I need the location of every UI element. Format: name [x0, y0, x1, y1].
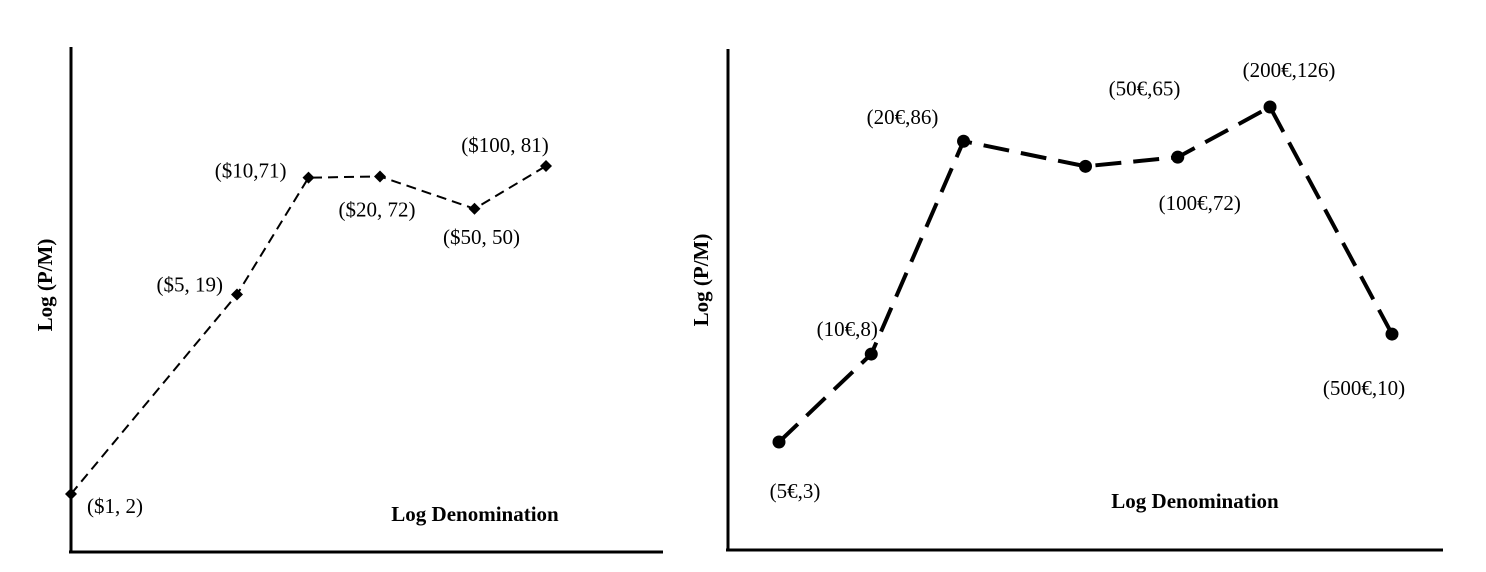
series-line-left — [70, 165, 547, 495]
y-axis-title-right: Log (P/M) — [689, 234, 713, 327]
chart-right: Log Denomination Log (P/M) (5€,3) (10€,8)… — [689, 49, 1443, 552]
data-point-marker — [1263, 100, 1277, 114]
data-label: (500€,10) — [1323, 376, 1405, 400]
data-label: (200€,126) — [1243, 58, 1336, 82]
markers-right — [772, 100, 1399, 449]
markers-left — [65, 160, 552, 500]
data-point-marker — [864, 347, 878, 361]
data-label: (50€,65) — [1109, 76, 1181, 100]
data-label: (20€,86) — [867, 105, 939, 129]
data-label: ($5, 19) — [157, 272, 224, 296]
y-axis-title-left: Log (P/M) — [33, 239, 57, 332]
data-point-marker — [772, 435, 786, 449]
data-label: ($10,71) — [215, 159, 287, 183]
data-point-marker — [1385, 327, 1399, 341]
data-point-marker — [468, 202, 481, 215]
chart-left: Log Denomination Log (P/M) ($1, 2) ($5, 1… — [33, 47, 663, 554]
data-point-marker — [231, 288, 244, 301]
data-label: (10€,8) — [817, 317, 878, 341]
data-point-marker — [1171, 150, 1185, 164]
data-point-marker — [1079, 159, 1092, 173]
series-line-right — [777, 104, 1394, 444]
data-label: ($20, 72) — [338, 197, 415, 221]
data-point-marker — [302, 171, 315, 184]
x-axis-title-right: Log Denomination — [1111, 489, 1279, 513]
data-label: (5€,3) — [770, 479, 821, 503]
data-label: ($100, 81) — [461, 133, 549, 157]
data-point-marker — [373, 170, 386, 183]
x-axis-title-left: Log Denomination — [391, 502, 559, 526]
data-labels-left: ($1, 2) ($5, 19) ($10,71) ($20, 72) ($50, 50… — [87, 133, 549, 518]
data-label: ($1, 2) — [87, 494, 143, 518]
data-point-marker — [540, 160, 552, 172]
data-point-marker — [65, 488, 77, 500]
data-label: (100€,72) — [1159, 191, 1241, 215]
data-point-marker — [957, 134, 971, 148]
data-labels-right: (5€,3) (10€,8) (20€,86) (50€,65) (100€,72) (2… — [770, 58, 1406, 503]
data-label: ($50, 50) — [443, 225, 520, 249]
